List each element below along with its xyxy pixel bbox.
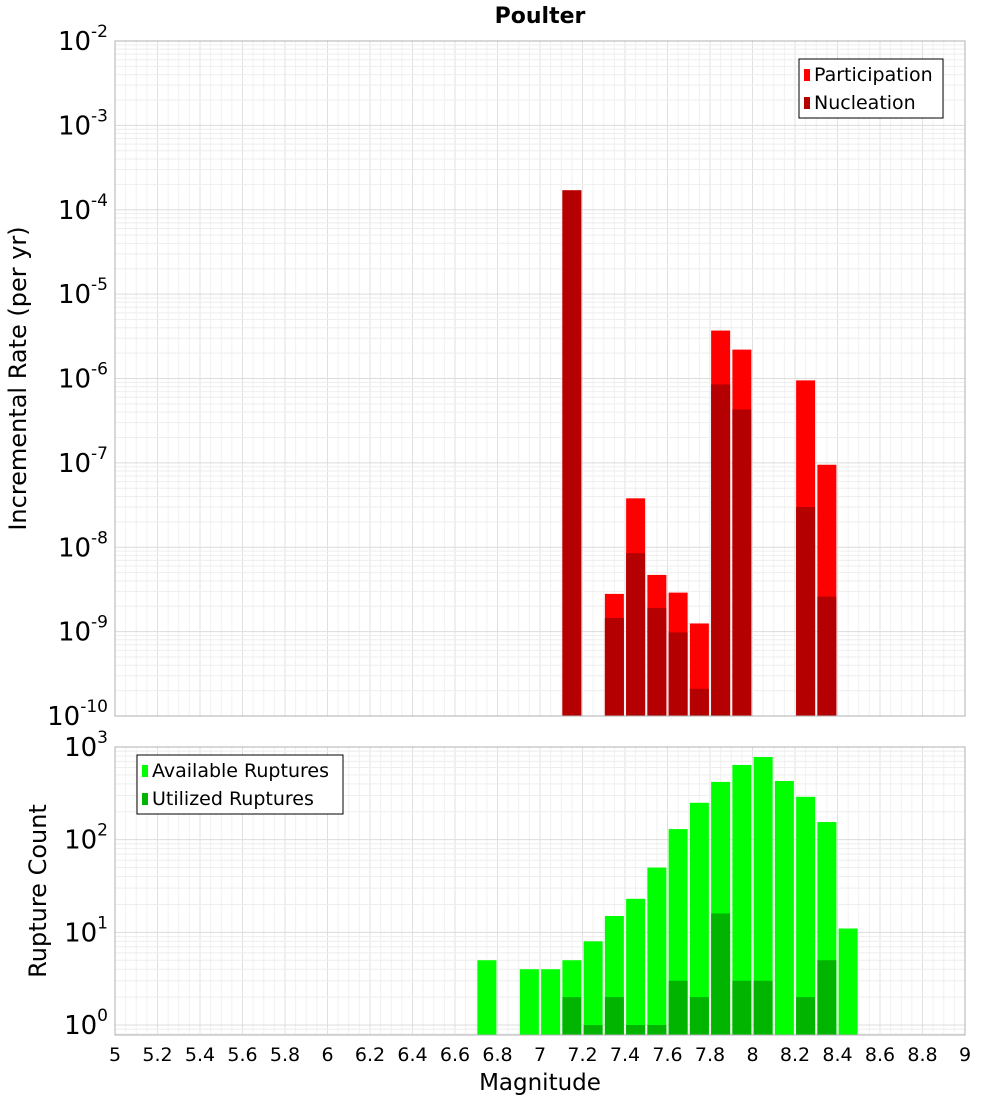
x-tick-label: 9 — [959, 1044, 971, 1066]
y-tick-label: 10-5 — [58, 275, 108, 310]
legend: Available Ruptures Utilized Ruptures — [136, 754, 344, 815]
x-tick-label: 5.2 — [142, 1044, 172, 1066]
x-tick-label: 8.4 — [822, 1044, 852, 1066]
bar-nucleation — [668, 632, 688, 716]
y-tick-label: 10-2 — [58, 22, 108, 57]
legend-swatch — [804, 97, 810, 109]
y-axis-ticks: 100 101 102 103 — [64, 728, 108, 1041]
y-tick-label: 101 — [64, 913, 108, 948]
y-tick-label: 10-9 — [58, 613, 108, 648]
bar-nucleation — [604, 618, 624, 716]
x-axis-label: Magnitude — [479, 1070, 601, 1096]
y-tick-label: 102 — [64, 821, 108, 856]
chart-title: Poulter — [495, 4, 586, 29]
x-tick-label: 8.2 — [780, 1044, 810, 1066]
y-tick-label: 10-8 — [58, 528, 108, 563]
x-tick-label: 7.2 — [567, 1044, 597, 1066]
x-tick-label: 7.8 — [695, 1044, 725, 1066]
y-axis-label: Rupture Count — [24, 804, 52, 978]
bar-nucleation — [732, 409, 752, 716]
bar-utilized-ruptures — [817, 960, 837, 1035]
x-tick-label: 6.4 — [397, 1044, 427, 1066]
x-tick-label: 7 — [534, 1044, 546, 1066]
x-tick-label: 8.8 — [907, 1044, 937, 1066]
bar-utilized-ruptures — [753, 980, 773, 1035]
bar-available-ruptures — [796, 796, 816, 1035]
y-tick-label: 10-7 — [58, 444, 108, 479]
plot-border — [114, 40, 966, 717]
x-tick-label: 8.6 — [865, 1044, 895, 1066]
bar-available-ruptures — [477, 960, 497, 1035]
x-tick-label: 5.8 — [270, 1044, 300, 1066]
x-tick-label: 7.4 — [610, 1044, 640, 1066]
bar-utilized-ruptures — [562, 997, 582, 1035]
bar-nucleation — [817, 596, 837, 716]
legend-swatch — [142, 793, 148, 805]
legend-box — [136, 754, 344, 815]
y-axis-label: Incremental Rate (per yr) — [4, 226, 32, 530]
bar-available-ruptures — [732, 764, 752, 1035]
bar-utilized-ruptures — [647, 1025, 667, 1035]
bar-utilized-ruptures — [689, 997, 709, 1035]
bar-available-ruptures — [689, 802, 709, 1035]
bar-nucleation — [626, 553, 646, 716]
legend-label: Nucleation — [814, 92, 916, 114]
bar-available-ruptures — [753, 756, 773, 1035]
legend-box — [798, 58, 944, 119]
x-tick-label: 5.6 — [227, 1044, 257, 1066]
legend: Participation Nucleation — [798, 58, 944, 119]
bar-utilized-ruptures — [796, 997, 816, 1035]
x-tick-label: 7.6 — [652, 1044, 682, 1066]
bar-utilized-ruptures — [604, 997, 624, 1035]
bar-utilized-ruptures — [626, 1025, 646, 1035]
x-tick-label: 5 — [109, 1044, 121, 1066]
bar-nucleation — [711, 384, 731, 716]
bar-available-ruptures — [647, 867, 667, 1035]
legend-swatch — [804, 69, 810, 81]
legend-label: Available Ruptures — [152, 760, 329, 782]
x-tick-label: 6.6 — [440, 1044, 470, 1066]
bar-available-ruptures — [583, 941, 603, 1035]
y-tick-label: 10-3 — [58, 106, 108, 141]
plot-border — [114, 746, 966, 1036]
bar-available-ruptures — [838, 928, 858, 1035]
bar-utilized-ruptures — [732, 980, 752, 1035]
bar-utilized-ruptures — [583, 1025, 603, 1035]
bar-available-ruptures — [519, 969, 539, 1035]
chart-panel-1: 10-10 10-9 10-8 10-7 10-6 10-5 10-4 10-3 10-2 Inc… — [4, 4, 966, 732]
bar-utilized-ruptures — [668, 980, 688, 1035]
y-tick-label: 103 — [64, 728, 108, 763]
x-tick-label: 6.2 — [355, 1044, 385, 1066]
x-tick-label: 6.8 — [482, 1044, 512, 1066]
y-tick-label: 10-6 — [58, 360, 108, 395]
bars — [477, 756, 858, 1035]
bar-available-ruptures — [774, 780, 794, 1035]
y-tick-label: 10-10 — [47, 697, 108, 732]
bar-available-ruptures — [626, 898, 646, 1035]
grid — [114, 41, 966, 717]
bar-nucleation — [689, 688, 709, 716]
legend-label: Participation — [814, 64, 933, 86]
bar-available-ruptures — [541, 969, 561, 1035]
bar-nucleation — [647, 608, 667, 716]
y-tick-label: 10-4 — [58, 191, 108, 226]
x-tick-label: 5.4 — [185, 1044, 215, 1066]
y-axis-ticks: 10-10 10-9 10-8 10-7 10-6 10-5 10-4 10-3 10-2 — [47, 22, 108, 732]
x-tick-label: 6 — [321, 1044, 333, 1066]
x-axis-ticks: 5 5.2 5.4 5.6 5.8 6 6.2 6.4 6.6 6.8 7 7.2 7.4 7.6 7.8 8… — [109, 1044, 971, 1066]
bar-utilized-ruptures — [711, 913, 731, 1035]
legend-swatch — [142, 765, 148, 777]
bar-nucleation — [796, 506, 816, 716]
bars — [562, 190, 837, 716]
y-tick-label: 100 — [64, 1006, 108, 1041]
legend-label: Utilized Ruptures — [152, 788, 314, 810]
bar-nucleation — [562, 190, 582, 716]
x-tick-label: 8 — [746, 1044, 758, 1066]
